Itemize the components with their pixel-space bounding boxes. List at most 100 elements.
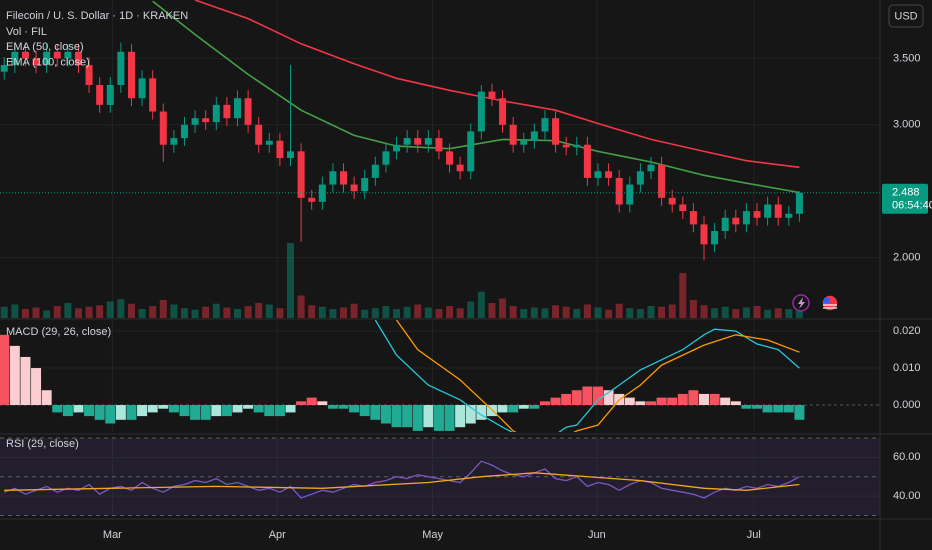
macd-histogram-bar bbox=[455, 405, 466, 428]
macd-histogram-bar bbox=[571, 390, 582, 406]
candle-body bbox=[785, 213, 793, 218]
y-tick-label: 60.00 bbox=[893, 451, 921, 463]
macd-histogram-bar bbox=[582, 386, 593, 406]
currency-label[interactable]: USD bbox=[894, 10, 917, 22]
last-price-label: 2.488 bbox=[892, 187, 920, 199]
candle-body bbox=[520, 140, 528, 145]
volume-bar bbox=[276, 308, 284, 318]
candle-body bbox=[233, 98, 241, 119]
volume-bar bbox=[562, 306, 570, 318]
candle-body bbox=[424, 138, 432, 145]
macd-title: MACD (29, 26, close) bbox=[6, 326, 111, 338]
volume-legend: Vol · FIL bbox=[6, 26, 47, 38]
macd-histogram-bar bbox=[762, 405, 773, 413]
macd-histogram-bar bbox=[158, 405, 169, 409]
volume-bar bbox=[446, 306, 454, 318]
candle-body bbox=[594, 171, 602, 178]
macd-histogram-bar bbox=[783, 405, 794, 413]
candle-body bbox=[180, 124, 188, 139]
volume-bar bbox=[11, 304, 19, 318]
candle-body bbox=[21, 51, 29, 59]
macd-histogram-bar bbox=[52, 405, 63, 413]
candle-body bbox=[774, 204, 782, 218]
macd-histogram-bar bbox=[285, 405, 296, 413]
macd-histogram-bar bbox=[338, 405, 349, 409]
macd-histogram-bar bbox=[20, 356, 31, 406]
macd-histogram-bar bbox=[741, 405, 752, 409]
volume-bar bbox=[785, 309, 793, 318]
candle-body bbox=[170, 138, 178, 145]
volume-bar bbox=[32, 307, 40, 318]
candle-body bbox=[244, 98, 252, 125]
currency-button[interactable] bbox=[888, 4, 924, 28]
volume-bar bbox=[149, 306, 157, 318]
volume-bar bbox=[742, 307, 750, 318]
volume-bar bbox=[467, 301, 475, 318]
volume-bar bbox=[753, 306, 761, 318]
candle-body bbox=[276, 140, 284, 159]
candle-body bbox=[689, 211, 697, 225]
candle-body bbox=[732, 217, 740, 225]
macd-histogram-bar bbox=[465, 405, 476, 424]
macd-histogram-bar bbox=[444, 405, 455, 431]
candle-body bbox=[11, 51, 19, 66]
volume-bar bbox=[583, 304, 591, 318]
macd-histogram-bar bbox=[94, 405, 105, 420]
candle-body bbox=[552, 118, 560, 145]
macd-histogram-bar bbox=[677, 393, 688, 406]
candle-body bbox=[562, 144, 570, 148]
macd-histogram-bar bbox=[699, 393, 709, 406]
x-tick-label: Jun bbox=[588, 529, 606, 541]
macd-histogram-bar bbox=[476, 405, 487, 420]
candle-body bbox=[308, 197, 316, 202]
y-tick-label: 3.000 bbox=[893, 119, 921, 131]
candle-body bbox=[711, 231, 719, 245]
volume-bar bbox=[647, 306, 655, 318]
macd-histogram-bar bbox=[105, 405, 116, 424]
candle-body bbox=[43, 51, 51, 66]
macd-line bbox=[374, 320, 800, 432]
volume-bar bbox=[615, 303, 623, 318]
candle-body bbox=[414, 138, 422, 145]
candle-body bbox=[265, 140, 273, 145]
candle-body bbox=[456, 164, 464, 172]
volume-bar bbox=[721, 306, 729, 318]
volume-bar bbox=[552, 305, 560, 318]
macd-histogram-bar bbox=[349, 405, 360, 413]
candle-body bbox=[74, 51, 82, 66]
volume-bar bbox=[265, 304, 273, 318]
candle-body bbox=[742, 211, 750, 225]
volume-bar bbox=[509, 306, 517, 318]
event-icon[interactable] bbox=[792, 294, 810, 312]
macd-histogram-bar bbox=[433, 405, 444, 431]
volume-bar bbox=[361, 309, 369, 318]
candle-body bbox=[96, 84, 104, 105]
macd-histogram-bar bbox=[168, 405, 179, 413]
country-flag-icon[interactable] bbox=[821, 294, 839, 312]
macd-histogram-bar bbox=[306, 397, 317, 406]
candle-body bbox=[361, 177, 369, 192]
volume-bar bbox=[0, 306, 8, 318]
rsi-line bbox=[4, 472, 800, 491]
x-tick-label: Mar bbox=[103, 529, 122, 541]
ema-line bbox=[152, 0, 800, 194]
macd-histogram-bar bbox=[84, 405, 95, 417]
volume-bar bbox=[340, 307, 348, 318]
macd-histogram-bar bbox=[380, 405, 391, 424]
candle-body bbox=[149, 78, 157, 112]
macd-histogram-bar bbox=[624, 397, 635, 406]
volume-bar bbox=[191, 309, 199, 318]
volume-bar bbox=[393, 309, 401, 318]
macd-histogram-bar bbox=[41, 390, 52, 406]
macd-histogram-bar bbox=[147, 405, 158, 413]
macd-histogram-bar bbox=[126, 405, 137, 420]
macd-histogram-bar bbox=[190, 405, 201, 420]
macd-histogram-bar bbox=[73, 405, 84, 413]
candle-body bbox=[700, 224, 708, 245]
volume-bar bbox=[297, 295, 305, 318]
macd-histogram-bar bbox=[402, 405, 413, 428]
candle-body bbox=[0, 65, 8, 72]
countdown-label: 06:54:40 bbox=[892, 200, 932, 212]
y-tick-label: 2.000 bbox=[893, 251, 921, 263]
volume-bar bbox=[668, 304, 676, 318]
